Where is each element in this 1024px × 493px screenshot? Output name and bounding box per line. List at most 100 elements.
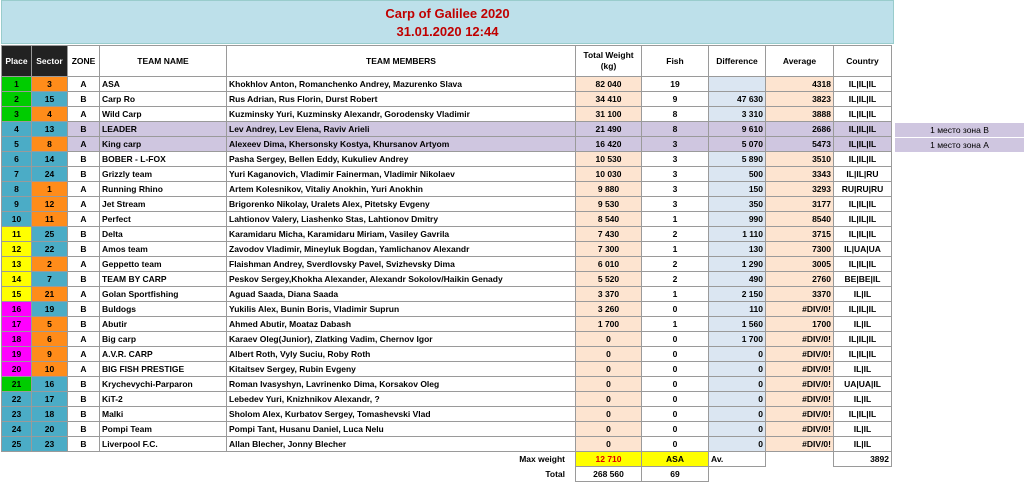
sector-cell[interactable]: 8 — [31, 136, 68, 152]
sector-cell[interactable]: 7 — [31, 271, 68, 287]
members-cell[interactable]: Kuzminsky Yuri, Kuzminsky Alexandr, Goro… — [226, 106, 576, 122]
zone-cell[interactable]: B — [67, 301, 100, 317]
country-cell[interactable]: BE|BE|IL — [833, 271, 892, 287]
place-cell[interactable]: 12 — [1, 241, 32, 257]
sector-cell[interactable]: 11 — [31, 211, 68, 227]
weight-cell[interactable]: 21 490 — [575, 121, 642, 137]
max-weight-value[interactable]: 12 710 — [575, 451, 642, 467]
weight-cell[interactable]: 7 300 — [575, 241, 642, 257]
team-cell[interactable]: Wild Carp — [99, 106, 227, 122]
team-cell[interactable]: Buldogs — [99, 301, 227, 317]
members-cell[interactable]: Flaishman Andrey, Sverdlovsky Pavel, Svi… — [226, 256, 576, 272]
zone-cell[interactable]: B — [67, 166, 100, 182]
fish-cell[interactable]: 0 — [641, 406, 709, 422]
country-cell[interactable]: IL|IL — [833, 361, 892, 377]
average-cell[interactable]: #DIV/0! — [765, 301, 834, 317]
team-cell[interactable]: Krychevychi-Parparon — [99, 376, 227, 392]
weight-cell[interactable]: 5 520 — [575, 271, 642, 287]
fish-cell[interactable]: 8 — [641, 121, 709, 137]
members-cell[interactable]: Lahtionov Valery, Liashenko Stas, Lahtio… — [226, 211, 576, 227]
zone-cell[interactable]: A — [67, 181, 100, 197]
country-cell[interactable]: IL|IL|IL — [833, 76, 892, 92]
team-cell[interactable]: KiT-2 — [99, 391, 227, 407]
members-cell[interactable]: Albert Roth, Vyly Suciu, Roby Roth — [226, 346, 576, 362]
fish-cell[interactable]: 9 — [641, 91, 709, 107]
members-cell[interactable]: Lebedev Yuri, Knizhnikov Alexandr, ? — [226, 391, 576, 407]
fish-cell[interactable]: 1 — [641, 316, 709, 332]
place-cell[interactable]: 22 — [1, 391, 32, 407]
place-cell[interactable]: 7 — [1, 166, 32, 182]
fish-cell[interactable]: 2 — [641, 256, 709, 272]
average-cell[interactable]: #DIV/0! — [765, 436, 834, 452]
place-cell[interactable]: 25 — [1, 436, 32, 452]
difference-cell[interactable]: 3 310 — [708, 106, 766, 122]
weight-cell[interactable]: 10 530 — [575, 151, 642, 167]
place-cell[interactable]: 9 — [1, 196, 32, 212]
zone-cell[interactable]: A — [67, 346, 100, 362]
sector-cell[interactable]: 15 — [31, 91, 68, 107]
header-sector[interactable]: Sector — [31, 45, 68, 77]
place-cell[interactable]: 2 — [1, 91, 32, 107]
average-cell[interactable]: 3888 — [765, 106, 834, 122]
difference-cell[interactable]: 1 700 — [708, 331, 766, 347]
sector-cell[interactable]: 5 — [31, 316, 68, 332]
zone-cell[interactable]: B — [67, 391, 100, 407]
members-cell[interactable]: Yuri Kaganovich, Vladimir Fainerman, Vla… — [226, 166, 576, 182]
zone-cell[interactable]: B — [67, 271, 100, 287]
fish-cell[interactable]: 2 — [641, 271, 709, 287]
zone-cell[interactable]: B — [67, 421, 100, 437]
average-cell[interactable]: 3293 — [765, 181, 834, 197]
team-cell[interactable]: Big carp — [99, 331, 227, 347]
average-cell[interactable]: 2760 — [765, 271, 834, 287]
fish-cell[interactable]: 19 — [641, 76, 709, 92]
weight-cell[interactable]: 82 040 — [575, 76, 642, 92]
members-cell[interactable]: Artem Kolesnikov, Vitaliy Anokhin, Yuri … — [226, 181, 576, 197]
difference-cell[interactable]: 5 890 — [708, 151, 766, 167]
average-cell[interactable]: #DIV/0! — [765, 376, 834, 392]
place-cell[interactable]: 19 — [1, 346, 32, 362]
place-cell[interactable]: 8 — [1, 181, 32, 197]
zone-cell[interactable]: A — [67, 106, 100, 122]
team-cell[interactable]: Golan Sportfishing — [99, 286, 227, 302]
zone-cell[interactable]: A — [67, 196, 100, 212]
difference-cell[interactable]: 0 — [708, 391, 766, 407]
difference-cell[interactable]: 990 — [708, 211, 766, 227]
average-cell[interactable]: 3343 — [765, 166, 834, 182]
weight-cell[interactable]: 9 530 — [575, 196, 642, 212]
total-fish[interactable]: 69 — [641, 466, 709, 482]
difference-cell[interactable]: 0 — [708, 376, 766, 392]
members-cell[interactable]: Karamidaru Micha, Karamidaru Miriam, Vas… — [226, 226, 576, 242]
fish-cell[interactable]: 1 — [641, 211, 709, 227]
weight-cell[interactable]: 10 030 — [575, 166, 642, 182]
weight-cell[interactable]: 0 — [575, 376, 642, 392]
sector-cell[interactable]: 20 — [31, 421, 68, 437]
team-cell[interactable]: Liverpool F.C. — [99, 436, 227, 452]
weight-cell[interactable]: 1 700 — [575, 316, 642, 332]
average-cell[interactable]: 5473 — [765, 136, 834, 152]
fish-cell[interactable]: 0 — [641, 391, 709, 407]
sector-cell[interactable]: 1 — [31, 181, 68, 197]
note-zone-a[interactable]: 1 место зона A — [895, 138, 1024, 152]
fish-cell[interactable]: 3 — [641, 181, 709, 197]
difference-cell[interactable]: 490 — [708, 271, 766, 287]
avg-label[interactable]: Av. — [708, 451, 766, 467]
difference-cell[interactable]: 0 — [708, 406, 766, 422]
average-cell[interactable]: 3177 — [765, 196, 834, 212]
zone-cell[interactable]: B — [67, 91, 100, 107]
country-cell[interactable]: IL|IL|IL — [833, 331, 892, 347]
team-cell[interactable]: Geppetto team — [99, 256, 227, 272]
sector-cell[interactable]: 16 — [31, 376, 68, 392]
sector-cell[interactable]: 13 — [31, 121, 68, 137]
zone-cell[interactable]: B — [67, 316, 100, 332]
zone-cell[interactable]: A — [67, 361, 100, 377]
sector-cell[interactable]: 9 — [31, 346, 68, 362]
place-cell[interactable]: 21 — [1, 376, 32, 392]
weight-cell[interactable]: 31 100 — [575, 106, 642, 122]
fish-cell[interactable]: 0 — [641, 376, 709, 392]
place-cell[interactable]: 3 — [1, 106, 32, 122]
zone-cell[interactable]: A — [67, 76, 100, 92]
place-cell[interactable]: 17 — [1, 316, 32, 332]
header-country[interactable]: Country — [833, 45, 892, 77]
team-cell[interactable]: LEADER — [99, 121, 227, 137]
zone-cell[interactable]: B — [67, 406, 100, 422]
